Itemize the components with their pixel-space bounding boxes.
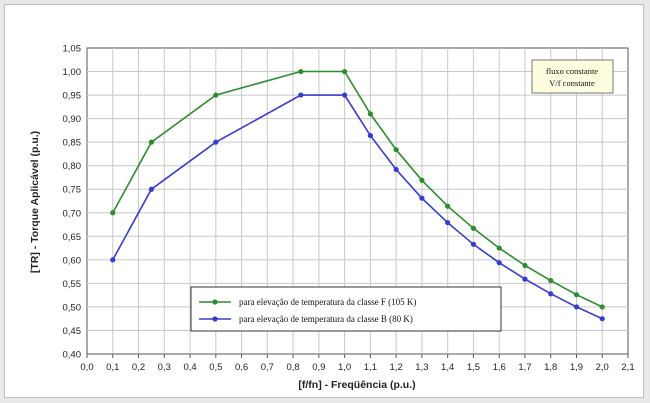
x-tick-label: 1,2 <box>390 362 403 373</box>
y-tick-label: 0,70 <box>63 208 82 219</box>
data-point <box>342 68 348 75</box>
x-tick-label: 1,9 <box>570 362 583 373</box>
data-point <box>213 139 219 145</box>
data-point <box>496 245 502 251</box>
data-point <box>110 257 116 263</box>
legend-swatch-marker <box>212 299 218 305</box>
y-tick-label: 1,05 <box>63 44 82 55</box>
x-tick-label: 1,5 <box>467 362 480 373</box>
legend-swatch-marker <box>212 316 218 322</box>
data-point <box>522 262 528 269</box>
data-point <box>445 220 451 226</box>
x-tick-label: 1,4 <box>441 362 454 373</box>
y-tick-label: 0,40 <box>63 350 82 361</box>
y-axis-label: [TR] - Torque Aplicável (p.u.) <box>29 131 41 273</box>
x-tick-label: 0,7 <box>261 362 274 373</box>
x-tick-label: 0,3 <box>158 362 171 373</box>
y-tick-label: 0,50 <box>63 302 82 313</box>
y-tick-label: 0,60 <box>63 255 82 266</box>
chart-svg: 0,40 0,45 0,50 0,55 0,60 0,65 0,70 0,75 0,80 0,85… <box>29 44 635 392</box>
data-point <box>548 277 554 284</box>
y-tick-label: 0,90 <box>63 114 82 125</box>
data-point <box>599 316 605 322</box>
data-point <box>393 166 399 173</box>
x-tick-label: 0,2 <box>132 362 145 373</box>
x-tick-label: 1,1 <box>364 362 377 373</box>
x-tick-label: 0,4 <box>183 362 196 373</box>
x-tick-label: 0,1 <box>106 362 119 373</box>
data-point <box>367 132 373 139</box>
y-tick-label: 0,80 <box>63 161 82 172</box>
x-tick-label: 2,0 <box>596 362 609 373</box>
note-box: fluxo constante V/f constante <box>531 59 614 94</box>
data-point <box>110 210 116 216</box>
note-line-1: fluxo constante <box>546 66 598 76</box>
data-point <box>470 225 477 231</box>
data-point <box>367 111 373 117</box>
data-point <box>342 92 348 98</box>
x-tick-label: 1,6 <box>493 362 506 373</box>
y-tick-labels: 0,40 0,45 0,50 0,55 0,60 0,65 0,70 0,75 0,80 0,85… <box>63 44 82 361</box>
x-tick-label: 0,9 <box>312 362 325 373</box>
x-tick-label: 2,1 <box>621 362 634 373</box>
x-tick-label: 1,3 <box>415 362 428 373</box>
x-tick-label: 1,8 <box>544 362 557 373</box>
x-axis-label: [f/fn] - Freqüência (p.u.) <box>298 379 415 391</box>
data-point <box>445 203 451 209</box>
legend: para elevação de temperatura da classe F… <box>190 286 502 332</box>
data-point <box>496 260 502 266</box>
data-point <box>148 139 155 145</box>
data-point <box>599 304 605 310</box>
y-tick-label: 1,00 <box>63 67 82 78</box>
note-line-2: V/f constante <box>549 78 595 88</box>
data-point <box>419 195 425 201</box>
x-tick-label: 1,7 <box>518 362 531 373</box>
data-point <box>522 276 528 282</box>
y-tick-label: 0,95 <box>63 91 82 102</box>
data-point <box>470 241 477 247</box>
y-tick-label: 0,45 <box>63 326 82 337</box>
x-tick-label: 0,0 <box>80 362 93 373</box>
series-group <box>110 68 605 322</box>
x-tick-label: 0,5 <box>209 362 222 373</box>
x-tick-label: 0,6 <box>235 362 248 373</box>
y-tick-label: 0,65 <box>63 232 82 243</box>
data-point <box>393 147 399 153</box>
grid-lines <box>86 48 629 358</box>
data-point <box>298 92 304 98</box>
y-tick-label: 0,85 <box>63 138 82 149</box>
legend-entry-label: para elevação de temperatura da classe B… <box>239 314 413 324</box>
data-point <box>298 68 304 75</box>
legend-entry-label: para elevação de temperatura da classe F… <box>239 297 416 307</box>
data-point <box>148 186 155 192</box>
y-tick-label: 0,75 <box>63 185 82 196</box>
x-tick-labels: 0,0 0,1 0,2 0,3 0,4 0,5 0,6 0,7 0,8 0,9 1,0 1,1 1,2 1… <box>80 362 634 373</box>
data-point <box>573 292 580 298</box>
x-tick-label: 1,0 <box>338 362 351 373</box>
data-point <box>573 304 580 310</box>
data-point <box>213 92 219 98</box>
data-point <box>548 291 554 297</box>
chart-frame: 0,40 0,45 0,50 0,55 0,60 0,65 0,70 0,75 0,80 0,85… <box>4 4 644 398</box>
data-point <box>419 177 425 183</box>
y-tick-label: 0,55 <box>63 279 82 290</box>
x-tick-label: 0,8 <box>286 362 299 373</box>
